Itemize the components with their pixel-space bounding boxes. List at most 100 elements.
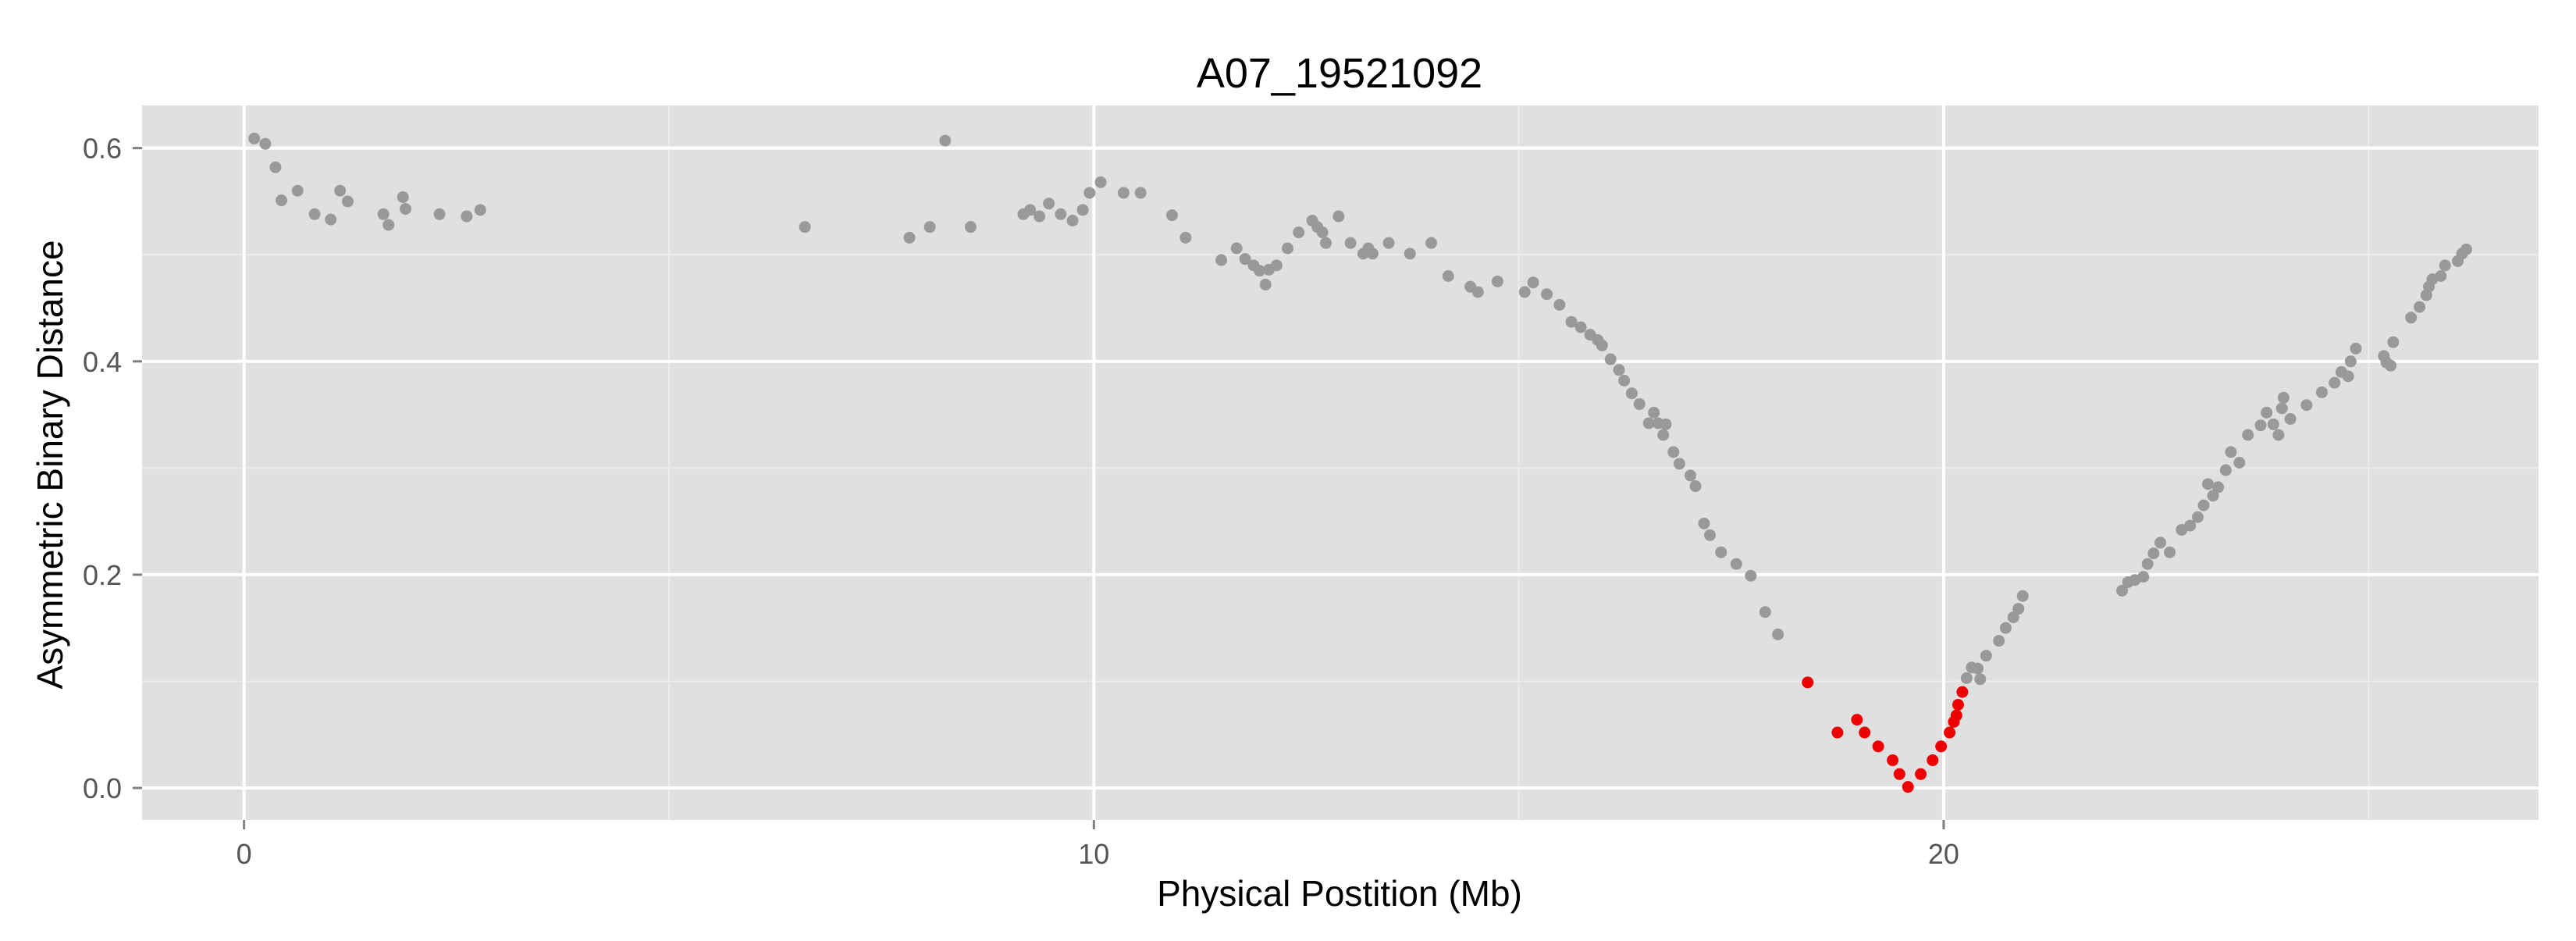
y-axis: 0.0 0.2 0.4 0.6 <box>83 133 142 804</box>
data-point <box>1366 248 1379 260</box>
data-point <box>1667 446 1680 458</box>
data-point <box>1851 714 1863 726</box>
data-point <box>2460 243 2472 255</box>
data-point <box>1083 187 1096 199</box>
data-point <box>1024 204 1037 216</box>
data-point <box>2315 386 2328 398</box>
y-tick-label: 0.2 <box>83 559 122 591</box>
data-point <box>259 137 272 150</box>
data-point <box>2284 413 2297 426</box>
data-point <box>1293 226 1305 239</box>
data-point <box>325 213 337 226</box>
data-point <box>2212 481 2225 494</box>
data-point <box>964 221 977 233</box>
data-point <box>1179 231 1192 244</box>
data-point <box>1316 226 1329 239</box>
data-point <box>1772 628 1784 640</box>
data-point <box>334 184 347 197</box>
data-point <box>382 219 395 231</box>
data-point <box>1332 210 1345 223</box>
x-tick-label: 20 <box>1928 838 1959 870</box>
data-point <box>1673 458 1685 470</box>
data-point <box>2191 511 2204 523</box>
plot-panel <box>142 105 2539 820</box>
data-point <box>2254 419 2267 432</box>
data-point <box>1574 321 1587 333</box>
data-point <box>2197 499 2210 511</box>
data-point <box>1134 187 1147 199</box>
data-point <box>1270 259 1283 272</box>
data-point <box>1043 198 1055 210</box>
y-tick-label: 0.0 <box>83 772 122 804</box>
data-point <box>2435 270 2447 283</box>
data-point <box>2387 336 2400 348</box>
y-tick-label: 0.4 <box>83 346 122 378</box>
data-point <box>1034 210 1046 223</box>
data-point <box>1230 242 1243 255</box>
data-point <box>2350 342 2362 355</box>
minor-grid <box>142 105 2539 820</box>
data-point <box>1993 635 2005 647</box>
data-point <box>2342 370 2354 383</box>
data-point <box>1915 768 1927 780</box>
data-point <box>1565 315 1578 328</box>
data-point <box>291 184 304 197</box>
data-point <box>1491 275 1503 287</box>
data-point <box>1648 406 1660 419</box>
data-point <box>799 221 811 233</box>
data-point <box>1935 740 1948 753</box>
data-point <box>1999 622 2012 634</box>
x-tick-label: 10 <box>1078 838 1109 870</box>
data-point <box>1831 726 1844 739</box>
data-point <box>1215 254 1228 266</box>
data-point <box>1704 529 1717 541</box>
data-point <box>1382 237 1395 249</box>
data-point <box>1657 429 1670 441</box>
data-point <box>1117 187 1130 199</box>
data-point <box>2137 571 2150 583</box>
data-point <box>1980 650 1992 662</box>
data-point <box>377 208 390 220</box>
data-point <box>2012 603 2025 615</box>
data-point <box>2277 391 2290 404</box>
data-point <box>2233 457 2246 469</box>
data-point <box>1404 248 1416 260</box>
data-point <box>2329 376 2341 389</box>
y-axis-label: Asymmetric Binary Distance <box>30 240 70 689</box>
data-point <box>903 231 916 244</box>
data-point <box>1759 606 1771 618</box>
data-point <box>1319 237 1332 249</box>
data-point <box>1239 253 1251 266</box>
data-point <box>1698 517 1710 529</box>
data-point <box>1425 237 1437 249</box>
data-point <box>2225 446 2237 458</box>
data-point <box>1553 298 1566 311</box>
data-point <box>1730 558 1742 570</box>
data-point <box>474 204 486 216</box>
data-point <box>2272 429 2285 441</box>
data-point <box>308 208 321 220</box>
data-point <box>1344 237 1357 249</box>
data-point <box>1887 754 1899 767</box>
data-point <box>1527 276 1539 289</box>
data-point <box>2141 558 2154 570</box>
data-point <box>2207 490 2219 502</box>
data-point <box>939 134 952 147</box>
data-point <box>2184 519 2197 532</box>
data-point <box>1094 176 1107 188</box>
data-point <box>1902 781 1914 793</box>
data-point <box>1872 740 1884 753</box>
data-point <box>1066 214 1079 226</box>
data-point <box>1689 480 1702 493</box>
data-point <box>1541 288 1553 301</box>
data-point <box>2439 259 2451 272</box>
data-point <box>1960 672 1973 684</box>
data-point <box>1254 265 1266 277</box>
data-point <box>397 191 409 203</box>
data-point <box>1952 699 1964 711</box>
data-points <box>248 132 2472 793</box>
data-point <box>1282 242 1294 255</box>
data-point <box>2275 402 2288 415</box>
